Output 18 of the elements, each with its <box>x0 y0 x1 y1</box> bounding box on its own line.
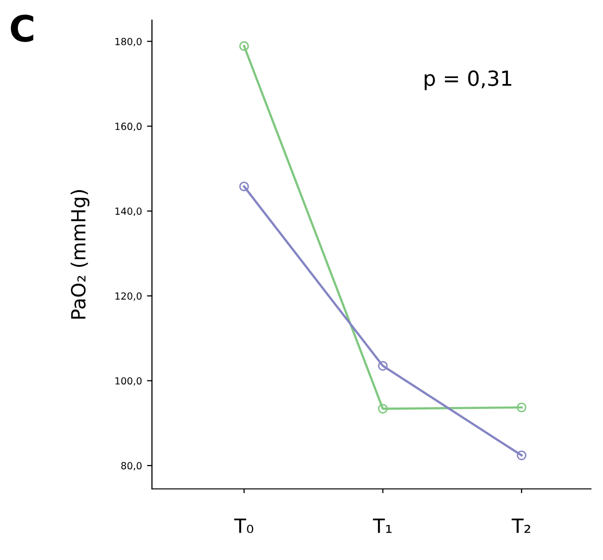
x-tick-label: T₀ <box>234 518 254 534</box>
y-axis-title: PaO₂ (mmHg) <box>70 190 90 319</box>
point <box>516 450 526 460</box>
annotation: p = 0,31 <box>424 70 512 90</box>
point <box>239 182 249 192</box>
point <box>239 41 249 51</box>
x-tick-label: T₂ <box>512 518 530 533</box>
y-tick-label: 180,0 <box>115 38 142 46</box>
chart-title: C <box>10 14 34 42</box>
y-tick-label: 80,0 <box>121 462 142 470</box>
y-tick-label: 140,0 <box>115 208 142 216</box>
point <box>378 404 388 414</box>
point <box>378 361 388 371</box>
y-tick-label: 100,0 <box>115 377 142 386</box>
x-tick-label: T₁ <box>372 518 392 533</box>
y-tick-label: 160,0 <box>115 122 142 132</box>
y-tick-label: 120,0 <box>115 292 142 301</box>
point <box>516 402 526 412</box>
